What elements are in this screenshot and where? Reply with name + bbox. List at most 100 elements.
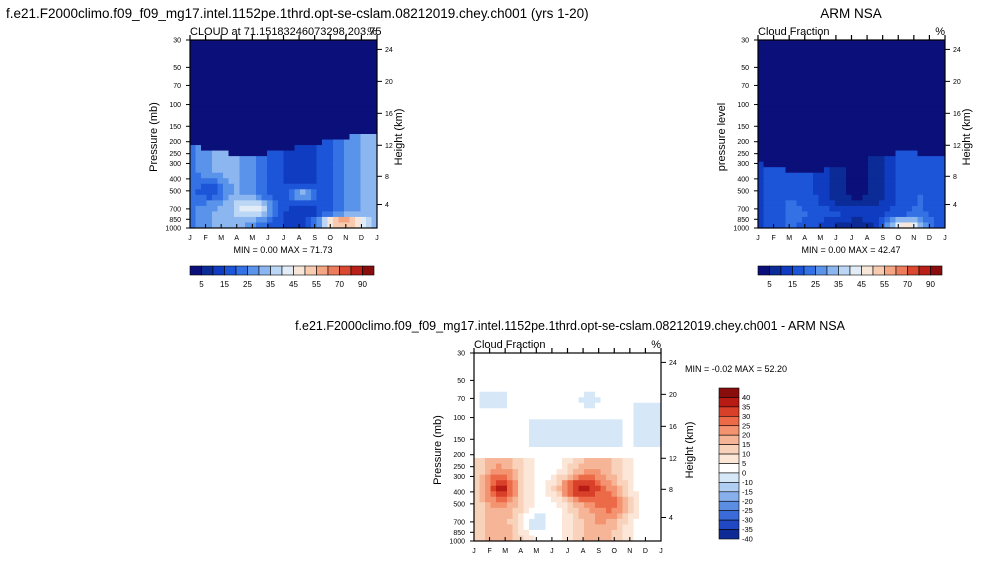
p2-field-cell <box>884 40 891 46</box>
p2-field-cell <box>802 167 808 174</box>
p3-field-cell <box>529 424 535 431</box>
p3-field-cell <box>545 386 552 393</box>
panel3: Cloud Fraction % J F M A M J J A S O N D J3050701001… <box>432 339 787 555</box>
p3-field-cell <box>573 435 579 442</box>
p2-field-cell <box>796 183 803 190</box>
p3-field-cell <box>567 419 574 426</box>
p1-field-cell <box>316 167 323 174</box>
p2-field-cell <box>890 189 896 196</box>
p3-field-cell <box>644 491 651 498</box>
p1-field-cell <box>300 84 306 91</box>
p1-colorbar-swatch <box>258 265 271 276</box>
p3-field-cell <box>617 480 623 487</box>
p1-field-cell <box>360 73 367 80</box>
p1-field-cell <box>261 216 268 223</box>
panel1-axes: J F M A M J J A S O N D J305070100150200250300400500… <box>165 35 393 242</box>
p3-colorbar-swatch <box>718 491 740 502</box>
p3-field-cell <box>639 369 645 376</box>
p3-field-cell <box>556 535 563 542</box>
p2-field-cell <box>758 139 764 146</box>
p3-field-cell <box>628 469 634 476</box>
p1-field-cell <box>327 95 334 102</box>
p3-colorbar-swatch <box>718 453 740 464</box>
p2-field-cell <box>890 56 896 63</box>
p2-field-cell <box>829 167 836 174</box>
p1-field-cell <box>278 62 284 69</box>
p3-field-cell <box>507 496 513 503</box>
p1-field-cell <box>212 128 218 135</box>
p3-field-cell <box>540 447 546 453</box>
p2-field-cell <box>884 95 891 102</box>
p3-ytick-label: 50 <box>457 378 465 385</box>
p1-field-cell <box>355 84 361 91</box>
p2-field-cell <box>901 150 907 157</box>
p3-field-cell <box>540 513 546 520</box>
p2-xtick-label: A <box>865 235 870 242</box>
p2-field-cell <box>840 167 847 174</box>
p3-field-cell <box>562 452 568 459</box>
p2-field-cell <box>785 89 792 96</box>
p2-field-cell <box>879 156 885 163</box>
p3-field-cell <box>573 507 579 514</box>
p2-colorbar-label: 55 <box>880 280 889 289</box>
p1-field-cell <box>360 194 367 201</box>
p1-field-cell <box>212 211 218 218</box>
p2-field-cell <box>824 222 830 229</box>
p2-ytick-label: 1000 <box>733 226 749 233</box>
p3-field-cell <box>573 375 579 382</box>
p1-field-cell <box>217 134 224 140</box>
p3-field-cell <box>479 447 486 453</box>
p3-field-cell <box>518 435 524 442</box>
p1-field-cell <box>305 150 312 157</box>
p2-field-cell <box>873 161 880 168</box>
p1-field-cell <box>311 194 317 201</box>
p3-field-cell <box>655 369 662 376</box>
p1-field-cell <box>239 45 246 52</box>
p2-field-cell <box>928 106 935 113</box>
p2-field-cell <box>901 194 907 201</box>
p3-field-cell <box>485 469 491 476</box>
p3-field-cell <box>507 408 513 415</box>
p3-field-cell <box>628 491 634 498</box>
p1-field-cell <box>322 205 328 212</box>
p3-field-cell <box>485 502 491 509</box>
p1-field-cell <box>371 134 378 140</box>
p1-field-cell <box>294 84 301 91</box>
p3-field-cell <box>628 513 634 520</box>
p1-field-cell <box>349 128 356 135</box>
p3-field-cell <box>507 380 513 387</box>
p3-colorbar-label: 20 <box>742 431 750 440</box>
p2-field-cell <box>807 167 814 174</box>
p2-field-cell <box>868 67 874 74</box>
p3-field-cell <box>611 529 618 536</box>
p3-field-cell <box>589 358 596 365</box>
p1-field-cell <box>212 189 218 196</box>
p3-field-cell <box>595 447 601 453</box>
p2-field-cell <box>868 194 874 201</box>
p1-field-cell <box>311 56 317 63</box>
p3-field-cell <box>512 408 519 415</box>
p1-field-cell <box>349 161 356 168</box>
p1-field-cell <box>206 194 213 201</box>
p1-field-cell <box>278 40 284 46</box>
p2-field-cell <box>780 172 786 179</box>
p3-field-cell <box>534 447 541 453</box>
p1-colorbar-swatch <box>293 265 306 276</box>
p3-field-cell <box>595 375 601 382</box>
p2-field-cell <box>884 51 891 57</box>
p2-field-cell <box>818 73 825 80</box>
p1-field-cell <box>261 194 268 201</box>
p3-field-cell <box>529 474 535 481</box>
p3-field-cell <box>589 380 596 387</box>
p2-field-cell <box>813 183 819 190</box>
p2-field-cell <box>818 211 825 218</box>
p2-field-cell <box>813 150 819 157</box>
p3-field-cell <box>639 485 645 492</box>
p1-field-cell <box>338 89 345 96</box>
p1-field-cell <box>190 128 196 135</box>
p3-field-cell <box>496 447 502 453</box>
p1-field-cell <box>300 45 306 52</box>
p2-field-cell <box>829 56 836 63</box>
p1-field-cell <box>300 222 306 229</box>
p1-field-cell <box>327 67 334 74</box>
